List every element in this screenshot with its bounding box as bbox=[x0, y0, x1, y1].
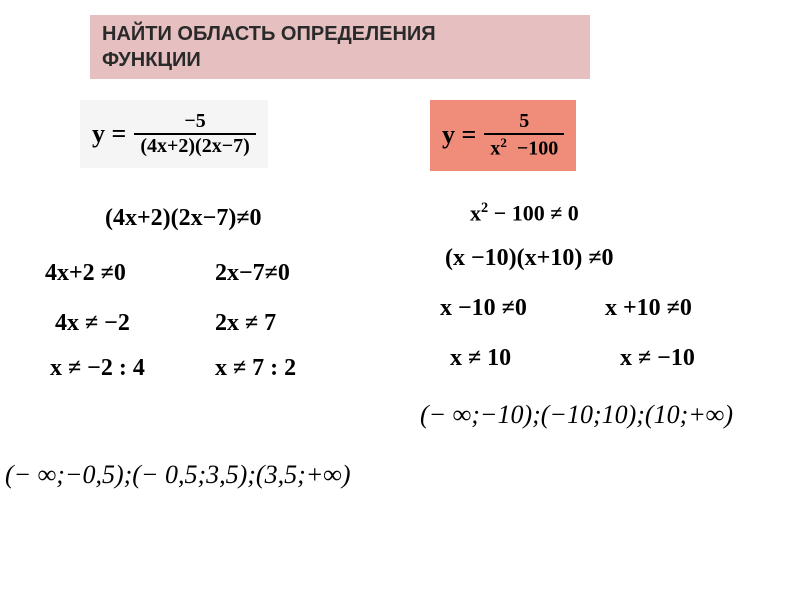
equation-left: y = −5 (4x+2)(2x−7) bbox=[80, 100, 268, 168]
left-step-2a: 4x+2 ≠0 bbox=[45, 260, 126, 287]
left-step-1: (4x+2)(2x−7)≠0 bbox=[105, 205, 262, 232]
left-step-3a: 4x ≠ −2 bbox=[55, 310, 130, 337]
left-step-3b: 2x ≠ 7 bbox=[215, 310, 276, 337]
eq-right-numerator: 5 bbox=[513, 110, 535, 133]
eq-left-numerator: −5 bbox=[178, 110, 211, 133]
eq-right-denominator: x2 −100 bbox=[484, 133, 564, 161]
eq-left-denominator: (4x+2)(2x−7) bbox=[134, 133, 255, 158]
left-step-4a: x ≠ −2 : 4 bbox=[50, 355, 145, 382]
page-title: НАЙТИ ОБЛАСТЬ ОПРЕДЕЛЕНИЯ ФУНКЦИИ bbox=[90, 15, 590, 79]
interval-right: (− ∞;−10);(−10;10);(10;+∞) bbox=[420, 400, 733, 430]
right-step-3a: x −10 ≠0 bbox=[440, 295, 527, 322]
right-step-3b: x +10 ≠0 bbox=[605, 295, 692, 322]
eq-left-prefix: y = bbox=[92, 119, 126, 149]
title-line-2: ФУНКЦИИ bbox=[102, 49, 201, 71]
right-step-4a: x ≠ 10 bbox=[450, 345, 511, 372]
right-step-1: x2 − 100 ≠ 0 bbox=[470, 200, 579, 226]
eq-right-fraction: 5 x2 −100 bbox=[484, 110, 564, 161]
equation-right: y = 5 x2 −100 bbox=[430, 100, 576, 171]
interval-left: (− ∞;−0,5);(− 0,5;3,5);(3,5;+∞) bbox=[5, 460, 351, 490]
title-line-1: НАЙТИ ОБЛАСТЬ ОПРЕДЕЛЕНИЯ bbox=[102, 23, 436, 45]
right-step-4b: x ≠ −10 bbox=[620, 345, 695, 372]
eq-right-prefix: y = bbox=[442, 120, 476, 150]
eq-left-fraction: −5 (4x+2)(2x−7) bbox=[134, 110, 255, 158]
left-step-4b: x ≠ 7 : 2 bbox=[215, 355, 296, 382]
right-step-2: (x −10)(x+10) ≠0 bbox=[445, 245, 614, 272]
left-step-2b: 2x−7≠0 bbox=[215, 260, 290, 287]
